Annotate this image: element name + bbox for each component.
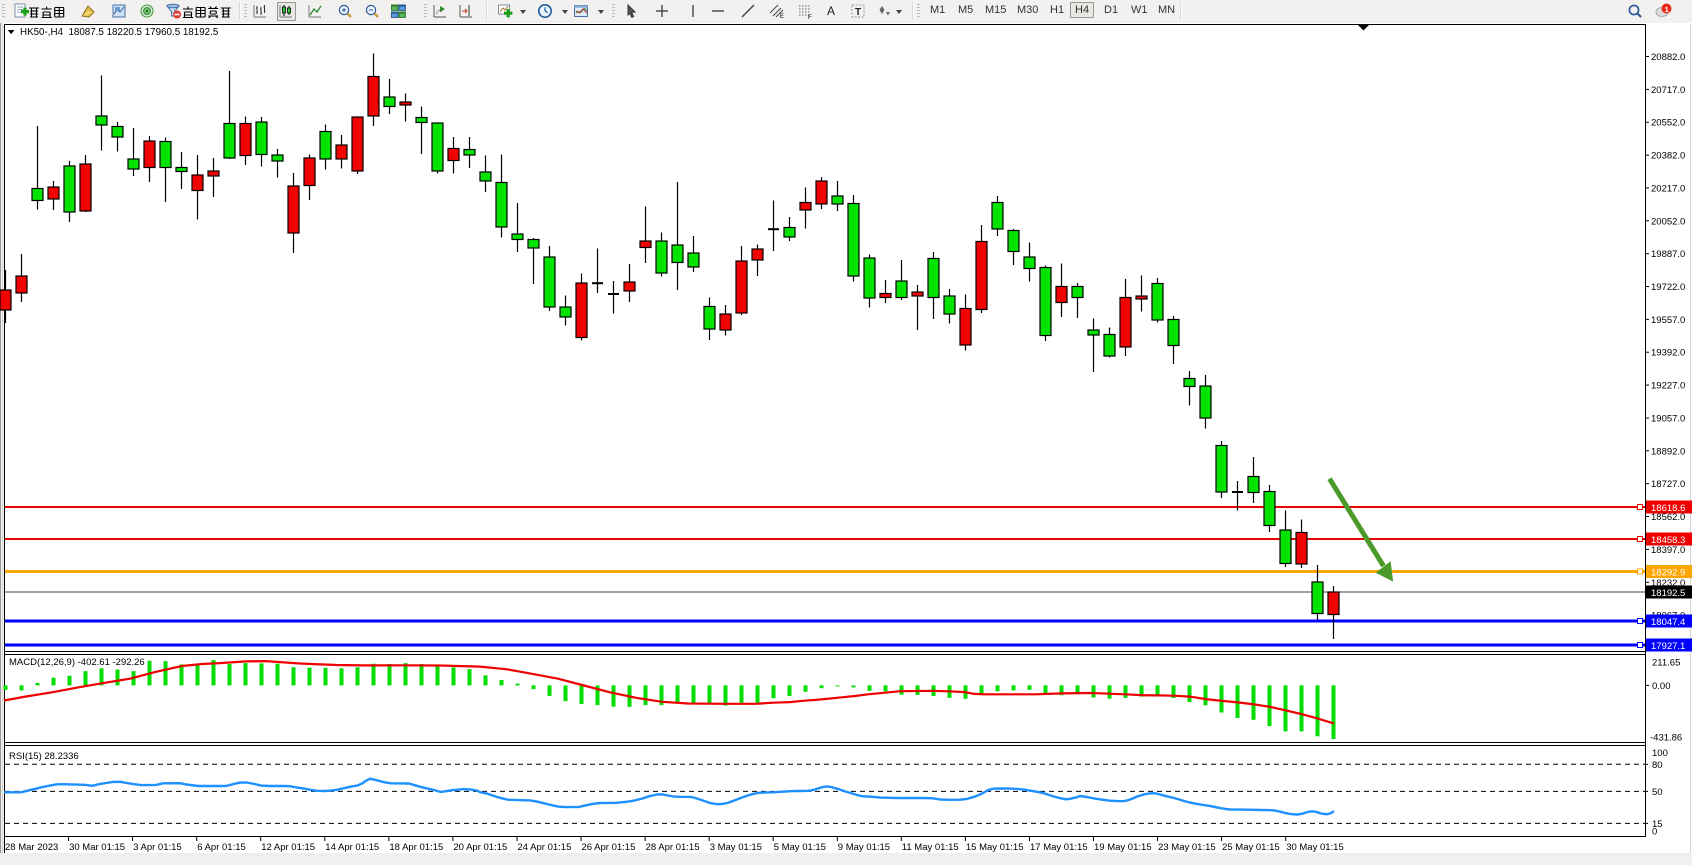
svg-text:20382.0: 20382.0 [1651,151,1685,162]
svg-text:24 Apr 01:15: 24 Apr 01:15 [518,842,572,853]
svg-text:-431.86: -431.86 [1650,733,1682,744]
svg-text:15 May 01:15: 15 May 01:15 [966,842,1024,853]
svg-text:28 Apr 01:15: 28 Apr 01:15 [646,842,700,853]
svg-text:HK50-,H4 18087.5 18220.5 1796: HK50-,H4 18087.5 18220.5 17960.5 18192.5 [20,27,219,38]
svg-text:17927.1: 17927.1 [1651,641,1685,652]
svg-text:11 May 01:15: 11 May 01:15 [902,842,959,853]
svg-text:12 Apr 01:15: 12 Apr 01:15 [261,842,315,853]
svg-text:19557.0: 19557.0 [1651,315,1685,326]
svg-text:MACD(12,26,9) -402.61 -292.26: MACD(12,26,9) -402.61 -292.26 [9,657,145,668]
svg-text:50: 50 [1652,787,1663,798]
svg-text:1: 1 [1665,5,1669,14]
svg-text:20717.0: 20717.0 [1651,85,1685,96]
svg-text:18727.0: 18727.0 [1651,479,1685,490]
svg-text:18618.6: 18618.6 [1651,503,1685,514]
svg-text:6 Apr 01:15: 6 Apr 01:15 [197,842,246,853]
svg-text:19 May 01:15: 19 May 01:15 [1094,842,1152,853]
svg-text:19057.0: 19057.0 [1651,414,1685,425]
svg-text:20052.0: 20052.0 [1651,216,1685,227]
svg-text:0.00: 0.00 [1652,681,1671,692]
svg-text:80: 80 [1652,760,1663,771]
svg-text:3 May 01:15: 3 May 01:15 [710,842,762,853]
svg-text:9 May 01:15: 9 May 01:15 [838,842,890,853]
svg-text:19227.0: 19227.0 [1651,381,1685,392]
svg-text:18458.3: 18458.3 [1651,535,1685,546]
svg-text:26 Apr 01:15: 26 Apr 01:15 [582,842,636,853]
svg-text:14 Apr 01:15: 14 Apr 01:15 [325,842,379,853]
svg-text:211.65: 211.65 [1652,658,1680,669]
svg-text:RSI(15) 28.2336: RSI(15) 28.2336 [9,751,79,762]
svg-text:20217.0: 20217.0 [1651,183,1685,194]
svg-text:17 May 01:15: 17 May 01:15 [1030,842,1088,853]
svg-text:30 May 01:15: 30 May 01:15 [1286,842,1344,853]
svg-text:28 Mar 2023: 28 Mar 2023 [5,842,58,853]
svg-text:23 May 01:15: 23 May 01:15 [1158,842,1216,853]
svg-text:F: F [808,15,812,20]
svg-text:20882.0: 20882.0 [1651,52,1685,63]
svg-text:30 Mar 01:15: 30 Mar 01:15 [69,842,125,853]
svg-text:18 Apr 01:15: 18 Apr 01:15 [389,842,443,853]
svg-text:18192.5: 18192.5 [1651,588,1685,599]
svg-text:18892.0: 18892.0 [1651,446,1685,457]
svg-text:18047.4: 18047.4 [1651,617,1685,628]
svg-text:18292.9: 18292.9 [1651,567,1685,578]
svg-text:18562.0: 18562.0 [1651,512,1685,523]
svg-text:T: T [855,7,861,18]
svg-text:5 May 01:15: 5 May 01:15 [774,842,826,853]
svg-text:19887.0: 19887.0 [1651,249,1685,260]
svg-text:19722.0: 19722.0 [1651,282,1685,293]
svg-text:E: E [780,14,784,20]
svg-text:18232.0: 18232.0 [1651,578,1685,589]
svg-text:15: 15 [1652,819,1663,830]
svg-text:18397.0: 18397.0 [1651,545,1685,556]
svg-text:100: 100 [1652,748,1668,759]
svg-text:25 May 01:15: 25 May 01:15 [1222,842,1280,853]
svg-text:20 Apr 01:15: 20 Apr 01:15 [453,842,507,853]
svg-text:3 Apr 01:15: 3 Apr 01:15 [133,842,182,853]
svg-text:19392.0: 19392.0 [1651,348,1685,359]
svg-text:0: 0 [1652,827,1657,838]
svg-text:20552.0: 20552.0 [1651,118,1685,129]
